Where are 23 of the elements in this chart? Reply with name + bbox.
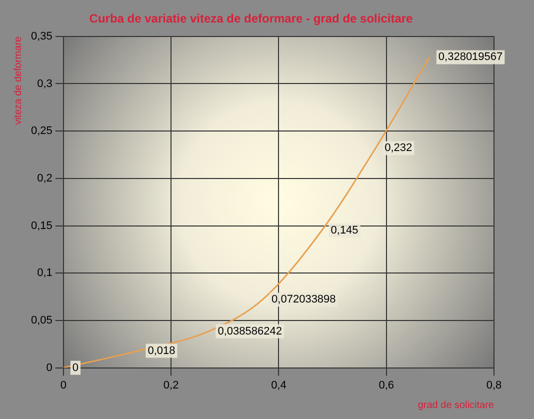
- data-label: 0,232: [384, 142, 412, 154]
- x-tick-label: 0,2: [163, 379, 179, 392]
- data-label: 0,038586242: [218, 325, 282, 338]
- y-tick-label: 0,2: [37, 172, 52, 184]
- data-label: 0,145: [330, 224, 358, 237]
- y-tick-label: 0,35: [30, 30, 52, 42]
- x-tick-label: 0,6: [378, 379, 394, 392]
- y-tick-label: 0,1: [37, 267, 52, 280]
- x-axis-title: grad de solicitare: [418, 400, 494, 411]
- data-label: 0,328019567: [438, 51, 503, 64]
- x-tick-label: 0: [60, 379, 66, 392]
- y-tick-label: 0,15: [30, 220, 52, 232]
- x-tick-label: 0,8: [486, 379, 502, 392]
- data-label: 0: [72, 362, 79, 374]
- data-label: 0,072033898: [272, 294, 336, 306]
- y-axis-title: viteza de deformare: [12, 36, 24, 125]
- y-tick-label: 0,3: [37, 78, 52, 90]
- x-tick-label: 0,4: [271, 379, 286, 392]
- y-tick-label: 0: [46, 362, 52, 374]
- y-tick-label: 0,05: [30, 314, 52, 326]
- y-tick-label: 0,25: [30, 125, 52, 138]
- chart-title: Curba de variatie viteza de deformare - grad de solicitare: [89, 12, 414, 26]
- data-label: 0,018: [148, 344, 176, 357]
